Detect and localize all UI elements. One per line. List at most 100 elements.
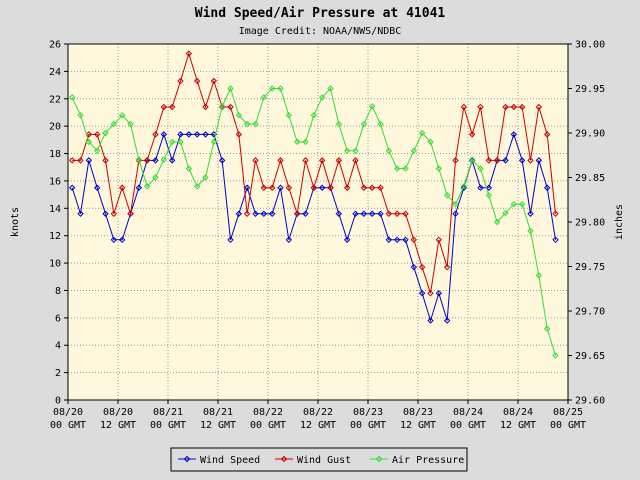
point-marker [460, 183, 468, 190]
point-marker [510, 200, 518, 208]
y2-tick-label: 29.65 [575, 351, 605, 362]
point-marker [518, 157, 526, 164]
point-marker [168, 157, 176, 164]
point-marker [102, 210, 109, 217]
x-tick-label: 00 GMT [50, 420, 86, 431]
y-axis-label: knots [10, 207, 21, 237]
chart-subtitle: Image Credit: NOAA/NWS/NDBC [239, 26, 402, 37]
point-marker [418, 129, 426, 137]
point-marker [402, 165, 409, 172]
point-marker [235, 210, 243, 217]
y-tick-label: 10 [49, 259, 61, 270]
point-marker [310, 184, 318, 191]
x-tick-label: 08/24 [453, 407, 483, 418]
x-tick-label: 08/23 [403, 407, 433, 418]
point-marker [485, 184, 493, 191]
point-marker [118, 111, 126, 119]
point-marker [210, 138, 218, 146]
point-marker [260, 184, 268, 191]
point-marker [552, 236, 559, 244]
point-marker [427, 317, 434, 324]
point-marker [502, 103, 509, 111]
point-marker [502, 157, 509, 164]
point-marker [260, 210, 268, 217]
legend-marker [375, 455, 383, 463]
y2-tick-label: 29.90 [575, 129, 605, 140]
point-marker [277, 157, 284, 164]
point-marker [318, 94, 326, 101]
y-tick-label: 4 [55, 341, 61, 352]
point-marker [293, 138, 301, 146]
point-marker [493, 157, 501, 164]
y2-tick-label: 29.70 [575, 307, 605, 318]
point-marker [110, 210, 118, 217]
point-marker [118, 184, 126, 191]
point-marker [468, 131, 476, 138]
y2-tick-label: 29.85 [575, 173, 605, 184]
y-tick-label: 24 [49, 67, 61, 78]
point-marker [518, 200, 526, 208]
y-tick-label: 14 [49, 204, 61, 215]
point-marker [368, 184, 376, 191]
x-tick-label: 12 GMT [200, 420, 236, 431]
legend-label: Wind Gust [297, 455, 351, 466]
x-tick-label: 00 GMT [550, 420, 586, 431]
point-marker [177, 138, 184, 146]
point-marker [143, 157, 151, 164]
point-marker [268, 85, 276, 92]
point-marker [535, 157, 543, 164]
y2-tick-label: 29.60 [575, 396, 605, 407]
point-marker [402, 236, 409, 244]
point-marker [352, 210, 359, 217]
point-marker [93, 184, 101, 191]
y-tick-label: 6 [55, 313, 61, 324]
x-tick-label: 00 GMT [250, 420, 286, 431]
point-marker [243, 210, 251, 217]
chart-title: Wind Speed/Air Pressure at 41041 [195, 6, 446, 21]
y2-axis-label: inches [614, 204, 625, 240]
point-marker [527, 210, 534, 217]
point-marker [260, 94, 268, 101]
point-marker [210, 77, 218, 85]
point-marker [402, 210, 409, 217]
point-marker [393, 165, 401, 172]
point-marker [360, 210, 368, 217]
point-marker [243, 184, 251, 191]
point-marker [293, 210, 301, 217]
point-marker [285, 111, 293, 119]
y-tick-label: 2 [55, 368, 61, 379]
point-marker [85, 157, 93, 164]
point-marker [502, 209, 509, 217]
y2-tick-label: 29.75 [575, 262, 605, 273]
point-marker [368, 210, 376, 217]
point-marker [85, 138, 93, 146]
point-marker [318, 157, 326, 164]
point-marker [193, 77, 201, 85]
point-marker [168, 103, 176, 111]
point-marker [377, 120, 384, 128]
x-tick-label: 08/20 [103, 407, 133, 418]
point-marker [443, 263, 451, 271]
point-marker [385, 210, 393, 217]
point-marker [343, 147, 351, 155]
point-marker [410, 147, 418, 155]
point-marker [527, 227, 534, 235]
point-marker [543, 184, 551, 191]
point-marker [393, 210, 401, 217]
point-marker [277, 184, 284, 191]
point-marker [285, 236, 293, 244]
point-marker [510, 103, 518, 111]
point-marker [127, 120, 134, 128]
point-marker [202, 174, 209, 181]
point-marker [485, 192, 493, 199]
y-tick-label: 22 [49, 94, 61, 105]
x-tick-label: 12 GMT [500, 420, 536, 431]
point-marker [410, 263, 418, 271]
y2-tick-label: 30.00 [575, 40, 605, 51]
point-marker [235, 131, 243, 138]
point-marker [93, 131, 101, 138]
point-marker [160, 131, 168, 138]
x-tick-label: 08/23 [353, 407, 383, 418]
plot-frame [67, 43, 569, 401]
point-marker [77, 111, 84, 119]
